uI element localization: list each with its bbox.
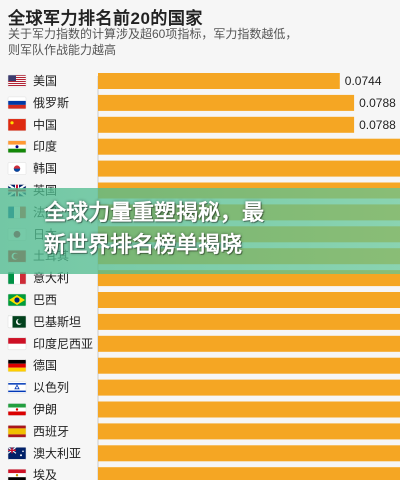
bar (98, 138, 400, 155)
subtitle-line-1: 关于军力指数的计算涉及超60项指标，军力指数越低， (8, 27, 298, 41)
bar-row: 美国 0.0744 (7, 73, 382, 89)
subtitle-line-2: 则军队作战能力越高 (8, 43, 117, 57)
category-label: 埃及 (33, 468, 57, 480)
bar-row: 伊朗0.3048 (7, 401, 400, 418)
category-label: 印度尼西亚 (33, 336, 93, 351)
israel-flag-icon (7, 381, 27, 394)
bar (98, 401, 400, 418)
egypt-flag-icon (7, 468, 27, 480)
russia-flag-icon (7, 96, 27, 110)
india-flag-icon (7, 140, 27, 153)
bar (98, 116, 355, 133)
value-label: 0.0744 (345, 74, 382, 88)
bar-row: 巴西0.2415 (7, 292, 400, 308)
category-label: 韩国 (33, 161, 57, 176)
iran-flag-icon (7, 403, 27, 416)
bar (98, 357, 400, 374)
bar-row: 德国0.2601 (7, 357, 400, 374)
category-label: 美国 (33, 74, 57, 88)
bar-row: 以色列0.2661 (7, 379, 400, 396)
category-label: 澳大利亚 (33, 446, 81, 460)
bar (98, 445, 400, 462)
banner-line-1: 全球力量重塑揭秘，最 (44, 201, 265, 226)
value-label: 0.0788 (359, 96, 396, 110)
indonesia-flag-icon (7, 337, 27, 351)
bar-row: 印度0.1184 (7, 138, 400, 155)
us-flag-icon (7, 74, 27, 88)
bar-row: 中国 0.0788 (7, 116, 396, 133)
pakistan-flag-icon (7, 315, 27, 329)
china-flag-icon (7, 118, 27, 132)
bar-row: 巴基斯坦0.2513 (7, 313, 400, 330)
korea-flag-icon (7, 162, 27, 175)
category-label: 俄罗斯 (33, 96, 69, 110)
category-label: 德国 (33, 358, 57, 373)
category-label: 巴基斯坦 (33, 315, 81, 329)
page-title: 全球军力排名前20的国家 (8, 9, 203, 28)
category-label: 中国 (33, 117, 57, 132)
bar (98, 292, 400, 308)
category-label: 以色列 (33, 381, 69, 395)
australia-flag-icon (7, 446, 27, 460)
value-label: 0.0788 (359, 118, 396, 132)
bar (98, 94, 355, 111)
bar (98, 467, 400, 480)
bar (98, 379, 400, 396)
bar (98, 313, 400, 330)
category-label: 伊朗 (33, 403, 57, 417)
bar (98, 270, 400, 287)
banner-overlay (0, 188, 400, 274)
bar-row: 韩国0.1656 (7, 160, 400, 177)
brazil-flag-icon (7, 293, 27, 307)
bar (98, 160, 400, 177)
germany-flag-icon (7, 359, 27, 372)
page-subtitle: 关于军力指数的计算涉及超60项指标，军力指数越低， 则军队作战能力越高 (8, 26, 338, 58)
bar (98, 73, 340, 89)
category-label: 西班牙 (33, 424, 69, 438)
bar-row: 澳大利亚0.3298 (7, 445, 400, 462)
spain-flag-icon (7, 425, 27, 438)
bar-row: 西班牙0.3242 (7, 423, 400, 440)
banner-headline: 全球力量重塑揭秘，最 新世界排名榜单揭晓 (44, 198, 374, 262)
bar-row: 埃及0.3427 (7, 467, 400, 480)
category-label: 巴西 (33, 293, 57, 307)
bar-row: 俄罗斯 0.0788 (7, 94, 396, 111)
bar-row: 印度尼西亚0.2557 (7, 335, 400, 352)
banner-line-2: 新世界排名榜单揭晓 (44, 233, 243, 258)
category-label: 印度 (33, 139, 57, 154)
bar (98, 335, 400, 352)
bar (98, 423, 400, 440)
